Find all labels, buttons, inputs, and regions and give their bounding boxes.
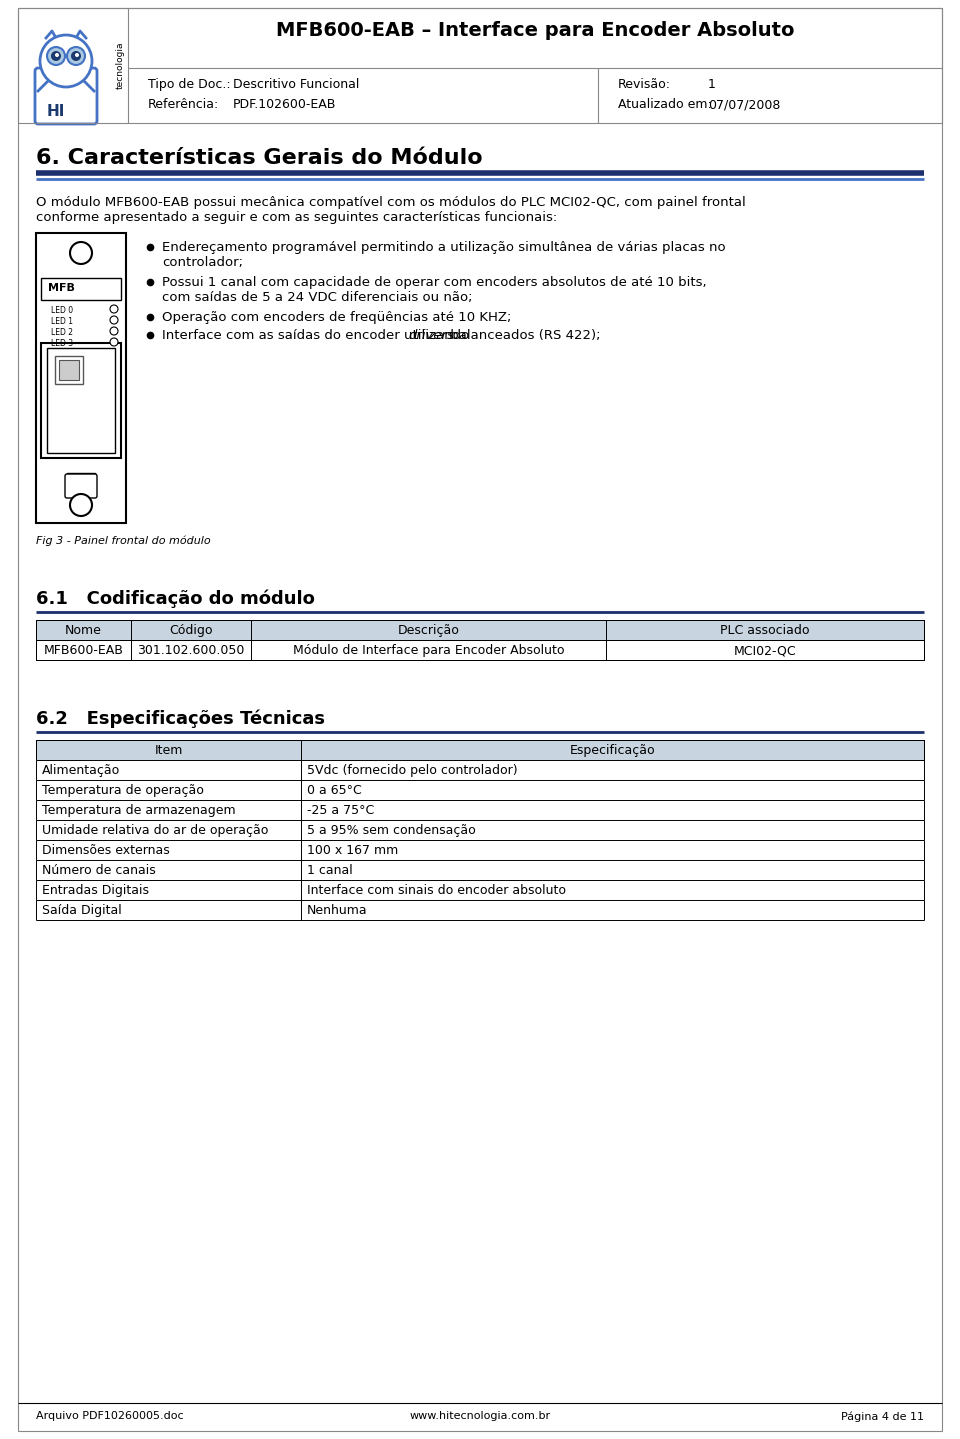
Text: Umidade relativa do ar de operação: Umidade relativa do ar de operação [42, 825, 269, 837]
Text: conforme apresentado a seguir e com as seguintes características funcionais:: conforme apresentado a seguir e com as s… [36, 212, 557, 224]
Circle shape [71, 50, 81, 60]
Text: -25 a 75°C: -25 a 75°C [307, 804, 374, 817]
Text: Temperatura de armazenagem: Temperatura de armazenagem [42, 804, 235, 817]
FancyBboxPatch shape [35, 68, 97, 124]
Text: LED 2: LED 2 [51, 328, 73, 337]
Text: www.hitecnologia.com.br: www.hitecnologia.com.br [409, 1412, 551, 1420]
Bar [59, 360, 79, 380]
Text: LED 1: LED 1 [51, 317, 73, 327]
Text: Módulo de Interface para Encoder Absoluto: Módulo de Interface para Encoder Absolut… [293, 645, 564, 658]
Text: Revisão:: Revisão: [618, 78, 671, 91]
Bar [36, 640, 924, 661]
Circle shape [67, 47, 85, 65]
Text: Interface com sinais do encoder absoluto: Interface com sinais do encoder absoluto [307, 884, 566, 896]
Text: PDF.102600-EAB: PDF.102600-EAB [233, 98, 336, 111]
Circle shape [110, 338, 118, 345]
Text: LED 0: LED 0 [51, 307, 73, 315]
Bar [36, 861, 924, 881]
Text: Entradas Digitais: Entradas Digitais [42, 884, 149, 896]
Text: O módulo MFB600-EAB possui mecânica compatível com os módulos do PLC MCI02-QC, c: O módulo MFB600-EAB possui mecânica comp… [36, 196, 746, 209]
Text: balanceados (RS 422);: balanceados (RS 422); [445, 330, 600, 342]
Text: Atualizado em:: Atualizado em: [618, 98, 711, 111]
Bar [36, 820, 924, 840]
Bar [36, 233, 126, 522]
Text: Nenhuma: Nenhuma [307, 904, 368, 917]
Circle shape [110, 317, 118, 324]
Circle shape [40, 35, 92, 86]
Text: Saída Digital: Saída Digital [42, 904, 122, 917]
Bar [41, 278, 121, 299]
Text: MCI02-QC: MCI02-QC [733, 645, 796, 658]
Text: Página 4 de 11: Página 4 de 11 [841, 1412, 924, 1422]
Text: Dimensões externas: Dimensões externas [42, 845, 170, 858]
Bar [41, 342, 121, 458]
Text: HI: HI [47, 104, 65, 118]
Text: com saídas de 5 a 24 VDC diferenciais ou não;: com saídas de 5 a 24 VDC diferenciais ou… [162, 291, 472, 304]
Text: Especificação: Especificação [569, 744, 656, 757]
Text: Temperatura de operação: Temperatura de operação [42, 784, 204, 797]
Bar [36, 740, 924, 760]
Text: 1: 1 [708, 78, 716, 91]
Text: Interface com as saídas do encoder utilizando: Interface com as saídas do encoder utili… [162, 330, 473, 342]
Text: 0 a 65°C: 0 a 65°C [307, 784, 362, 797]
Bar [36, 620, 924, 640]
Text: 5 a 95% sem condensação: 5 a 95% sem condensação [307, 825, 476, 837]
Bar [36, 881, 924, 899]
Text: MFB600-EAB – Interface para Encoder Absoluto: MFB600-EAB – Interface para Encoder Abso… [276, 20, 794, 39]
Text: Item: Item [155, 744, 182, 757]
Text: Possui 1 canal com capacidade de operar com encoders absolutos de até 10 bits,: Possui 1 canal com capacidade de operar … [162, 276, 707, 289]
Bar [36, 899, 924, 920]
Text: 1 canal: 1 canal [307, 863, 352, 876]
Bar [36, 800, 924, 820]
Circle shape [110, 305, 118, 314]
Text: Fig 3 - Painel frontal do módulo: Fig 3 - Painel frontal do módulo [36, 535, 210, 545]
Text: Arquivo PDF10260005.doc: Arquivo PDF10260005.doc [36, 1412, 183, 1420]
Text: LED 3: LED 3 [51, 340, 73, 348]
Text: Endereçamento programável permitindo a utilização simultânea de várias placas no: Endereçamento programável permitindo a u… [162, 240, 726, 255]
Bar [36, 840, 924, 861]
Circle shape [75, 53, 79, 58]
Text: 07/07/2008: 07/07/2008 [708, 98, 780, 111]
Text: 5Vdc (fornecido pelo controlador): 5Vdc (fornecido pelo controlador) [307, 764, 517, 777]
Text: 100 x 167 mm: 100 x 167 mm [307, 845, 398, 858]
Circle shape [70, 494, 92, 517]
Circle shape [55, 53, 59, 58]
Bar [47, 348, 115, 453]
Text: Tipo de Doc.:: Tipo de Doc.: [148, 78, 230, 91]
Circle shape [51, 50, 61, 60]
Text: MFB600-EAB: MFB600-EAB [43, 645, 124, 658]
Text: Número de canais: Número de canais [42, 863, 156, 876]
Text: 301.102.600.050: 301.102.600.050 [137, 645, 245, 658]
Text: controlador;: controlador; [162, 256, 243, 269]
Circle shape [110, 327, 118, 335]
Text: Referência:: Referência: [148, 98, 219, 111]
Text: Alimentação: Alimentação [42, 764, 120, 777]
Bar [55, 355, 83, 384]
Circle shape [70, 242, 92, 263]
Text: 6.2   Especificações Técnicas: 6.2 Especificações Técnicas [36, 709, 325, 728]
Text: 6.1   Codificação do módulo: 6.1 Codificação do módulo [36, 590, 315, 609]
Circle shape [47, 47, 65, 65]
Text: Descrição: Descrição [397, 625, 460, 637]
Text: PLC associado: PLC associado [720, 625, 809, 637]
Text: drivers: drivers [408, 330, 454, 342]
Bar [67, 473, 95, 494]
Bar [36, 760, 924, 780]
Text: MFB: MFB [48, 283, 75, 294]
Text: Nome: Nome [65, 625, 102, 637]
Text: tecnologia: tecnologia [115, 42, 125, 89]
Text: Código: Código [169, 625, 213, 637]
Bar [36, 780, 924, 800]
Text: Descritivo Funcional: Descritivo Funcional [233, 78, 359, 91]
FancyBboxPatch shape [65, 473, 97, 498]
Text: 6. Características Gerais do Módulo: 6. Características Gerais do Módulo [36, 148, 483, 168]
Text: Operação com encoders de freqüências até 10 KHZ;: Operação com encoders de freqüências até… [162, 311, 512, 324]
